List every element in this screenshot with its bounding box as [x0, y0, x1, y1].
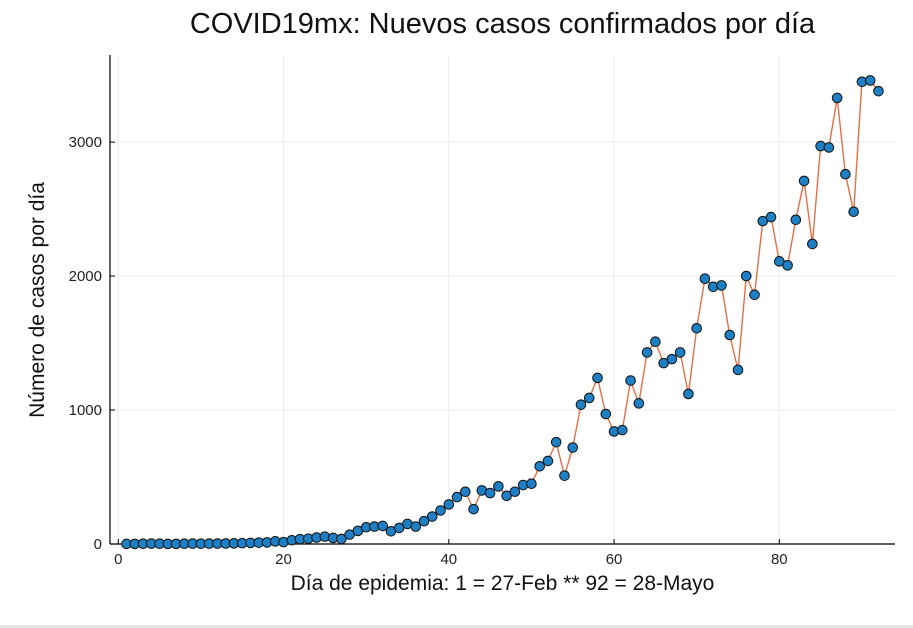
data-point [509, 486, 521, 498]
data-point [848, 206, 859, 218]
series-line-group [126, 79, 880, 545]
data-point [592, 372, 603, 384]
data-point [633, 398, 645, 409]
data-point [426, 511, 438, 522]
series-points-group [121, 75, 884, 550]
data-point [460, 486, 471, 498]
axes [109, 55, 895, 545]
data-point [716, 280, 727, 291]
x-tick-label: 40 [440, 551, 457, 568]
data-point [410, 521, 422, 532]
data-point [790, 214, 802, 226]
data-point [674, 347, 686, 358]
data-point [451, 491, 463, 503]
data-point [575, 399, 587, 410]
chart-title: COVID19mx: Nuevos casos confirmados por … [189, 8, 816, 40]
data-point [443, 499, 455, 510]
data-point [740, 270, 752, 282]
data-point [666, 353, 678, 365]
data-point [757, 215, 769, 227]
y-tick-label: 1000 [69, 402, 102, 419]
data-point [435, 505, 446, 516]
data-point [699, 273, 711, 285]
data-point [873, 85, 884, 97]
tick-labels: 0 20 40 60 80 0 1000 2000 3000 [69, 134, 788, 568]
data-point [641, 347, 653, 358]
y-tick-label: 2000 [69, 268, 102, 285]
data-point [765, 211, 777, 223]
data-point [732, 364, 744, 376]
x-tick-label: 80 [771, 551, 788, 568]
data-point [468, 503, 479, 515]
data-point [418, 515, 430, 527]
data-point [550, 436, 562, 448]
data-point [559, 470, 570, 481]
data-point [831, 92, 843, 104]
data-point [567, 442, 579, 453]
data-point [840, 168, 851, 180]
data-point [534, 460, 545, 472]
x-tick-label: 60 [606, 551, 623, 568]
data-point [501, 490, 512, 502]
data-point [617, 424, 628, 436]
data-point [749, 289, 760, 301]
data-point [600, 408, 612, 420]
data-point [864, 75, 876, 86]
data-point [782, 260, 793, 271]
y-tick-label: 0 [94, 536, 102, 553]
data-point [484, 487, 496, 499]
data-point [542, 455, 554, 467]
bottom-divider [0, 625, 913, 628]
data-point [807, 238, 818, 250]
data-point [823, 142, 835, 153]
data-point [724, 329, 736, 341]
data-point [526, 478, 537, 490]
data-point [798, 175, 810, 187]
data-point [625, 375, 636, 386]
data-point [691, 323, 702, 334]
x-axis-label: Día de epidemia: 1 = 27-Feb ** 92 = 28-M… [290, 572, 715, 595]
data-point [393, 522, 405, 534]
data-point [650, 336, 661, 348]
y-tick-label: 3000 [69, 134, 102, 151]
data-point [583, 392, 595, 404]
x-tick-label: 0 [114, 551, 122, 568]
x-tick-label: 20 [275, 551, 292, 568]
data-point [493, 481, 504, 492]
data-point [658, 357, 669, 369]
grid-lines [110, 55, 895, 545]
series-line [126, 79, 880, 545]
data-point [774, 256, 785, 267]
data-point [377, 520, 388, 532]
data-point [336, 533, 347, 545]
data-point [683, 388, 694, 400]
